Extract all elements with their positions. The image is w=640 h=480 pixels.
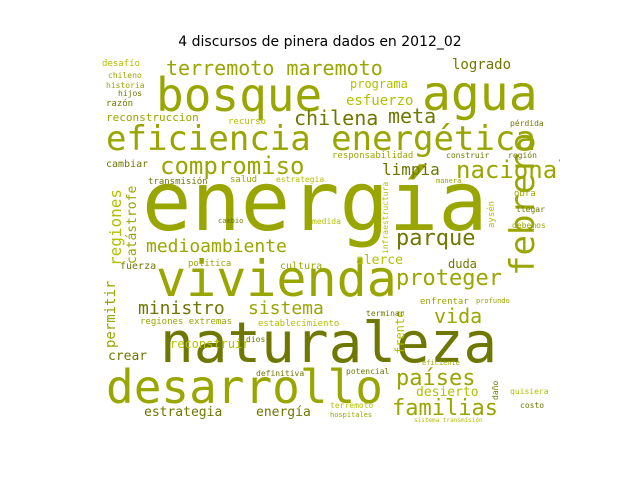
word-eficiencia-energetica: eficiencia energética [106, 119, 536, 159]
word-establecimiento: establecimiento [258, 319, 340, 329]
word-razon: razón [106, 99, 134, 109]
word-dano: daño [491, 380, 500, 400]
word-vida: vida [434, 304, 483, 328]
word-vivienda: vivienda [156, 250, 397, 308]
word-perdida: pérdida [510, 119, 544, 128]
word-sistema: sistema [248, 298, 324, 319]
word-hijos: hijos [118, 89, 143, 98]
word-familias: familias [392, 396, 498, 421]
word-naturaleza: naturaleza [160, 311, 498, 376]
word-politica: política [188, 259, 232, 269]
word-profundo: profundo [476, 297, 510, 305]
word-estrategia-small: estrategia [276, 175, 325, 184]
word-duda: duda [448, 257, 477, 271]
word-desierto: desierto [416, 385, 479, 400]
word-enfrentar: enfrentar [420, 297, 469, 307]
word-regiones: regiones [106, 188, 125, 266]
word-parque: parque [396, 226, 476, 251]
word-aysen: aysén [487, 200, 497, 228]
word-esfuerzo: esfuerzo [346, 93, 414, 109]
word-sistema-transmision: sistema transmisión [414, 417, 483, 424]
word-definitiva: definitiva [256, 369, 305, 378]
chart-title: 4 discursos de pinera dados en 2012_02 [178, 34, 462, 50]
word-construir: construir [446, 151, 490, 160]
word-dios: dios [246, 335, 266, 344]
word-permitir: permitir [103, 280, 119, 348]
word-transmision: transmisión [148, 177, 208, 187]
word-terremoto-small: terremoto [330, 401, 374, 410]
word-chilena: chilena [294, 106, 379, 130]
word-recurso: recurso [228, 117, 266, 127]
word-fuerza: fuerza [120, 261, 157, 272]
word-manera: manera [436, 177, 462, 185]
word-logrado: logrado [452, 58, 512, 73]
word-agua: agua [422, 66, 538, 122]
word-energia: energía [142, 155, 488, 250]
word-chileno: chileno [108, 71, 142, 80]
word-estrategia: estrategia [144, 405, 223, 420]
word-reconstruccion: reconstruccion [106, 111, 199, 124]
word-catastrofe: catástrofe [125, 185, 140, 264]
word-compromiso: compromiso [160, 152, 305, 180]
word-cambio: cambio [218, 217, 244, 225]
word-nacional: nacional [456, 156, 560, 184]
word-regiones-extremas: regiones extremas [140, 317, 233, 327]
word-responsabilidad: responsabilidad [332, 151, 414, 161]
word-energia-small: energía [256, 405, 311, 420]
word-paises: países [396, 366, 476, 391]
word-obra: obra [514, 189, 536, 199]
word-medida: medida [312, 217, 341, 226]
word-meta: meta [388, 104, 437, 128]
word-cultura: cultura [280, 261, 323, 272]
word-alerce: alerce [356, 253, 403, 268]
word-eficiente: eficiente [422, 359, 460, 367]
word-terminar: terminar [366, 309, 405, 318]
word-crear: crear [108, 349, 148, 364]
word-cloud: energía naturaleza vivienda desarrollo b… [100, 58, 560, 424]
word-salud: salud [230, 175, 258, 185]
word-desarrollo: desarrollo [106, 360, 383, 414]
word-limpia: limpia [382, 160, 440, 179]
word-ministro: ministro [138, 298, 225, 319]
word-llegar: llegar [516, 205, 545, 214]
word-infraestructura: infraestructura [381, 181, 390, 254]
word-programa: programa [350, 77, 408, 91]
word-costo: costo [520, 401, 545, 410]
word-reconstruir: reconstruir [170, 337, 250, 351]
word-medioambiente: medioambiente [146, 236, 287, 257]
word-region: región [508, 151, 537, 160]
word-quisiera: quisiera [510, 387, 549, 396]
word-cambiar: cambiar [106, 159, 149, 170]
word-potencial: potencial [346, 367, 390, 376]
word-bosque: bosque [156, 68, 323, 122]
word-historia: historia [106, 81, 145, 90]
word-hospitales: hospitales [330, 411, 373, 419]
word-proteger: proteger [396, 266, 502, 291]
word-terremoto-maremoto: terremoto maremoto [166, 58, 383, 80]
word-debemos: debemos [512, 221, 546, 230]
word-desafio: desafío [102, 59, 140, 69]
